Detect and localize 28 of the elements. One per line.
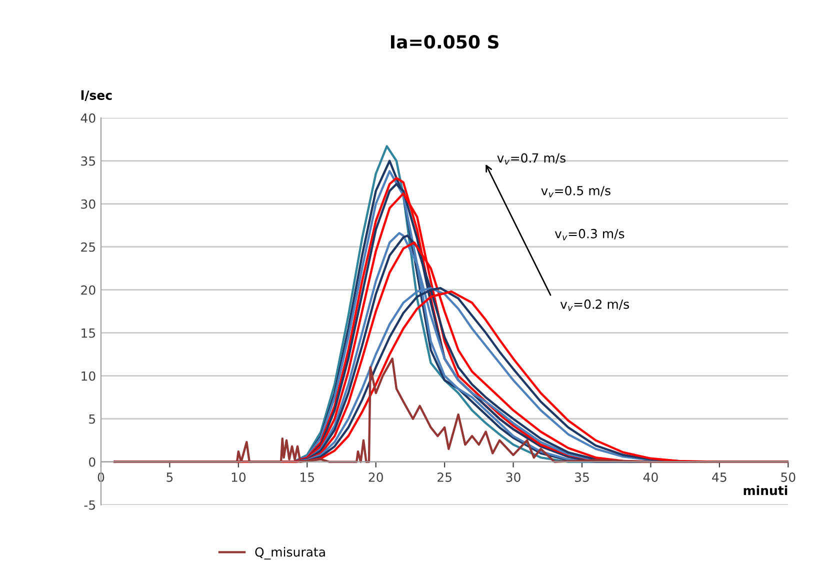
- legend-label: Q_misurata: [255, 547, 325, 560]
- x-tick-label: 10: [232, 472, 246, 482]
- annotation: v$_{v}$=0.3 m/s: [554, 228, 624, 240]
- x-tick-label: 30: [506, 472, 520, 482]
- y-tick-label: 25: [81, 242, 96, 252]
- x-tick-label: 15: [300, 472, 314, 482]
- y-tick-label: -5: [84, 500, 96, 510]
- y-tick-label: 35: [81, 156, 96, 166]
- y-tick-label: 0: [88, 457, 96, 467]
- y-tick-label: 20: [81, 285, 96, 295]
- annotation: v$_{v}$=0.7 m/s: [497, 153, 566, 165]
- x-tick-label: 40: [643, 472, 658, 482]
- x-tick-label: 35: [575, 472, 589, 482]
- y-tick-label: 15: [82, 328, 96, 338]
- y-tick-label: 5: [89, 414, 96, 424]
- x-tick-label: 5: [166, 472, 173, 482]
- y-axis-title: l/sec: [81, 90, 112, 101]
- x-tick-label: 25: [438, 472, 452, 482]
- x-tick-label: 20: [368, 472, 383, 482]
- annotation: v$_{v}$=0.2 m/s: [560, 299, 629, 311]
- annotation: v$_{v}$=0.5 m/s: [541, 186, 610, 198]
- x-axis-title: minuti: [744, 486, 788, 496]
- y-tick-label: 10: [82, 371, 96, 381]
- y-tick-label: 30: [81, 199, 96, 209]
- x-tick-label: 50: [781, 472, 796, 482]
- x-tick-label: 45: [712, 472, 726, 482]
- y-tick-label: 40: [80, 113, 96, 123]
- chart-title: Ia=0.050 S: [391, 35, 498, 49]
